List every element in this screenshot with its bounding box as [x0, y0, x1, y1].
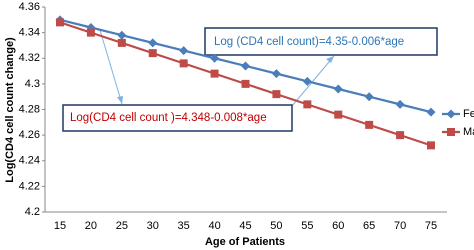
y-tick-label: 4.24: [19, 155, 40, 167]
y-tick-label: 4.3: [25, 78, 40, 90]
x-tick-label: 70: [394, 220, 406, 232]
marker: [210, 53, 220, 63]
marker: [271, 69, 281, 79]
marker: [302, 76, 312, 86]
x-tick-label: 40: [208, 220, 220, 232]
legend-marker: [446, 109, 456, 119]
y-axis-title: Log(CD4 cell count change): [4, 37, 16, 183]
marker: [56, 18, 64, 27]
marker: [396, 131, 405, 140]
marker: [241, 61, 250, 71]
arrowhead: [326, 56, 334, 63]
y-tick-label: 4.32: [19, 52, 40, 64]
marker: [148, 49, 157, 58]
marker: [426, 107, 436, 117]
arrowhead: [117, 96, 123, 104]
y-tick-label: 4.28: [19, 103, 40, 115]
marker: [272, 90, 281, 99]
marker: [365, 120, 374, 129]
marker: [179, 59, 188, 68]
annotation-box: [62, 104, 293, 132]
annotation-box: [204, 27, 438, 56]
marker: [117, 38, 126, 47]
marker: [117, 30, 127, 40]
x-tick-label: 45: [239, 220, 251, 232]
legend-marker: [447, 128, 455, 136]
marker: [427, 141, 435, 150]
y-tick-label: 4.22: [19, 180, 40, 192]
arrow: [99, 29, 123, 105]
marker: [148, 38, 158, 48]
x-tick-label: 20: [85, 220, 97, 232]
x-tick-label: 60: [332, 220, 344, 232]
x-tick-label: 55: [301, 220, 313, 232]
x-tick-label: 15: [54, 220, 66, 232]
y-tick-label: 4.34: [19, 27, 40, 39]
x-tick-label: 30: [147, 220, 159, 232]
marker: [210, 69, 219, 78]
marker: [395, 99, 405, 109]
y-tick-label: 4.26: [19, 129, 40, 141]
marker: [86, 28, 95, 37]
x-tick-label: 25: [116, 220, 128, 232]
annotation: Log (CD4 cell count)=4.35-0.006*age: [214, 36, 404, 48]
x-tick-label: 35: [178, 220, 190, 232]
x-tick-label: 75: [425, 220, 437, 232]
x-tick-label: 65: [363, 220, 375, 232]
marker: [179, 46, 189, 56]
marker: [364, 92, 374, 102]
x-axis-title: Age of Patients: [205, 236, 285, 248]
legend-label: Male: [463, 126, 474, 138]
y-tick-label: 4.36: [19, 1, 40, 13]
marker: [333, 84, 343, 94]
annotation: Log(CD4 cell count )=4.348-0.008*age: [70, 112, 267, 124]
marker: [303, 100, 312, 109]
legend-label: Female: [463, 108, 474, 120]
marker: [334, 110, 343, 119]
y-tick-label: 4.2: [25, 206, 40, 218]
marker: [241, 79, 250, 88]
x-tick-label: 50: [270, 220, 282, 232]
arrow: [291, 55, 335, 107]
